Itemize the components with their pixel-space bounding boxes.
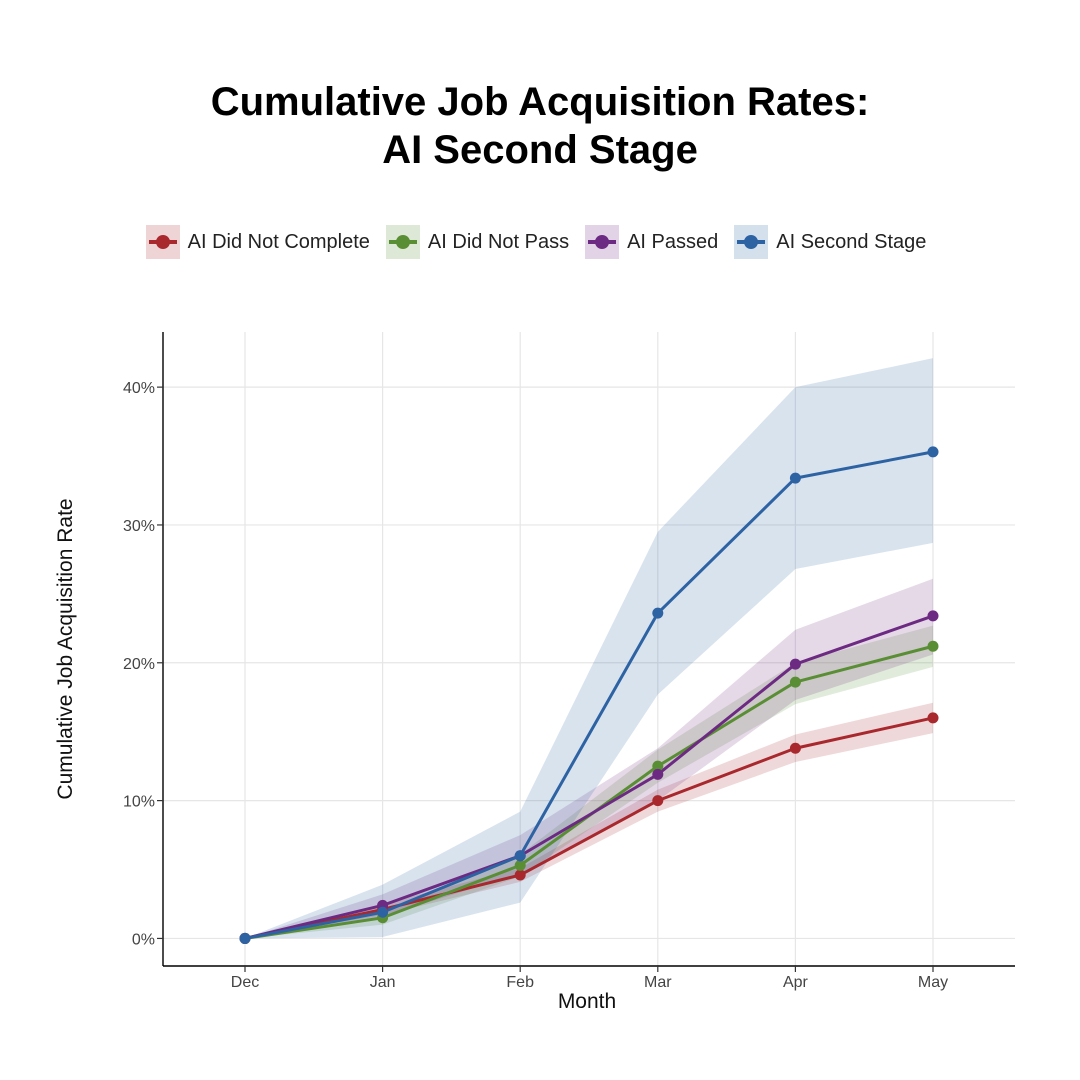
legend-key <box>585 225 620 259</box>
series-line-0 <box>244 716 934 940</box>
data-point <box>789 742 801 754</box>
legend: AI Did Not Complete AI Did Not Pass AI Pas… <box>0 224 1080 260</box>
chart-title-line-2: AI Second Stage <box>382 128 698 172</box>
x-tick-label: Jan <box>370 974 396 991</box>
legend-item-3: AI Second Stage <box>734 225 934 259</box>
data-point <box>514 850 526 862</box>
chart-title: Cumulative Job Acquisition Rates: AI Sec… <box>0 78 1080 174</box>
data-point <box>927 712 939 724</box>
data-point <box>652 760 664 772</box>
x-axis-title: Month <box>558 990 616 1013</box>
data-point <box>377 906 389 918</box>
legend-item-1: AI Did Not Pass <box>385 225 577 259</box>
y-tick-label: 40% <box>123 380 155 397</box>
series-line-3 <box>244 450 934 940</box>
data-point <box>927 446 939 458</box>
y-tick-label: 20% <box>123 656 155 673</box>
legend-key <box>385 225 420 259</box>
data-point <box>927 640 939 652</box>
x-tick-label: Feb <box>506 974 534 991</box>
y-tick-label: 10% <box>123 794 155 811</box>
y-tick-label: 0% <box>132 931 155 948</box>
confidence-band-3 <box>245 358 933 939</box>
legend-key <box>734 225 769 259</box>
data-point <box>789 472 801 484</box>
data-point <box>514 859 526 871</box>
y-axis-title: Cumulative Job Acquisition Rate <box>54 498 77 799</box>
data-point <box>652 768 664 780</box>
x-tick-label: Mar <box>644 974 672 991</box>
line-chart: 0% 10% 20% 30% 40% Dec Jan Feb Mar Apr May Month Cum… <box>54 332 1015 1013</box>
data-point <box>514 869 526 881</box>
legend-key <box>145 225 180 259</box>
x-tick-label: Dec <box>231 974 259 991</box>
legend-item-2: AI Passed <box>585 225 726 259</box>
data-point <box>927 610 939 622</box>
legend-label: AI Did Not Complete <box>187 230 370 253</box>
data-point <box>789 676 801 688</box>
data-point <box>239 932 251 944</box>
legend-label: AI Passed <box>627 230 719 253</box>
chart-title-line-1: Cumulative Job Acquisition Rates: <box>210 80 870 124</box>
x-tick-label: Apr <box>783 974 809 991</box>
data-point <box>652 607 664 619</box>
series-line-2 <box>244 614 934 940</box>
legend-item-0: AI Did Not Complete <box>145 225 378 259</box>
data-point <box>652 795 664 807</box>
x-tick-label: May <box>918 974 948 991</box>
data-point <box>789 658 801 670</box>
confidence-band-2 <box>245 578 933 939</box>
legend-label: AI Did Not Pass <box>427 230 570 253</box>
y-tick-label: 30% <box>123 518 155 535</box>
legend-label: AI Second Stage <box>776 230 927 253</box>
